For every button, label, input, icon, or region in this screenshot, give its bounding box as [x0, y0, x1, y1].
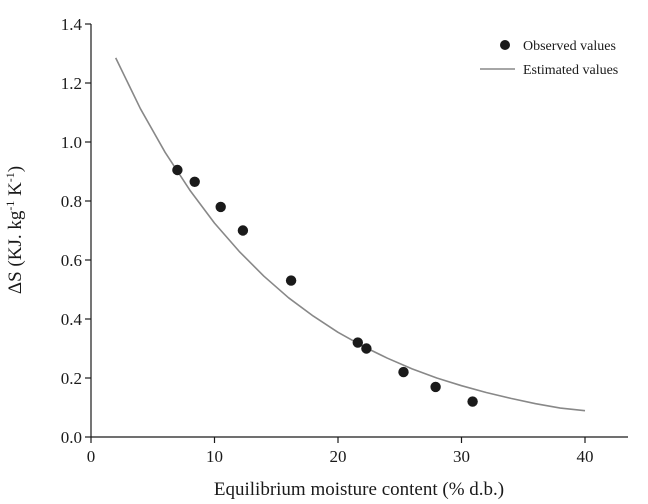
observed-point — [361, 343, 372, 354]
x-tick-label: 20 — [330, 447, 347, 466]
observed-point — [398, 366, 409, 378]
y-tick-label: 0.4 — [61, 310, 83, 329]
observed-series — [172, 164, 478, 407]
legend-observed-marker — [500, 40, 510, 50]
x-tick-label: 30 — [453, 447, 470, 466]
observed-point — [285, 275, 297, 286]
estimated-values-line — [114, 57, 586, 412]
y-axis-label-close: ) — [5, 166, 26, 172]
axes — [90, 24, 628, 438]
observed-point — [430, 381, 441, 393]
y-tick-label: 1.0 — [61, 133, 82, 152]
x-tick-label: 40 — [577, 447, 594, 466]
y-tick-label: 0.2 — [61, 369, 82, 388]
x-axis-label: Equilibrium moisture content (% d.b.) — [214, 479, 504, 500]
estimated-series — [114, 57, 586, 412]
observed-point — [189, 176, 200, 187]
observed-point — [237, 225, 249, 236]
x-tick-label: 0 — [87, 447, 96, 466]
observed-point — [215, 201, 226, 213]
y-axis-label-exp-1: -1 — [3, 201, 17, 211]
y-tick-label: 0.0 — [61, 428, 82, 447]
y-tick-label: 1.2 — [61, 74, 82, 93]
observed-point — [352, 337, 363, 348]
y-axis-label-exp-2: -1 — [3, 172, 17, 182]
legend-estimated-label: Estimated values — [523, 63, 618, 78]
y-axis-label-main: ΔS (KJ. kg — [5, 210, 26, 294]
observed-point — [172, 164, 183, 176]
observed-point — [467, 396, 478, 407]
y-ticks: 0.0 0.2 0.4 0.6 0.8 1.0 1.2 1.4 — [61, 15, 91, 447]
legend-observed-label: Observed values — [523, 39, 616, 54]
x-ticks: 0 10 20 30 40 — [87, 437, 594, 466]
y-tick-label: 1.4 — [61, 15, 83, 34]
y-axis-label-unit-k: K — [5, 182, 26, 201]
y-axis-label: ΔS (KJ. kg-1 K-1) — [3, 166, 26, 294]
x-tick-label: 10 — [206, 447, 223, 466]
y-tick-label: 0.6 — [61, 251, 82, 270]
y-tick-label: 0.8 — [61, 192, 82, 211]
legend: Observed values Estimated values — [480, 39, 618, 78]
